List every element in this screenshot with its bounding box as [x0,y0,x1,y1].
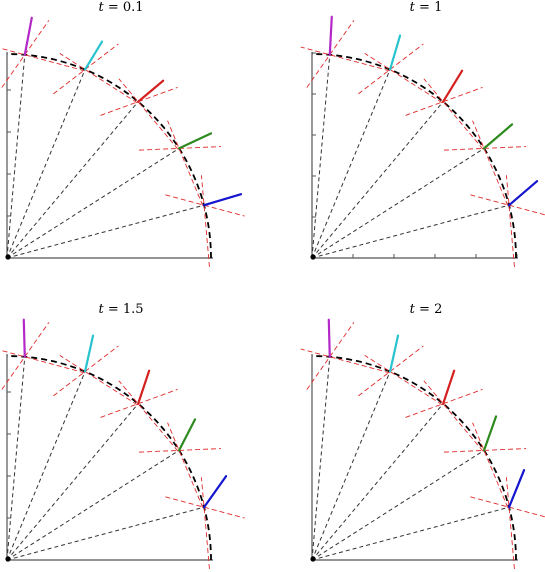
guide-line [423,380,484,452]
panel-title: t = 1.5 [98,302,144,317]
origin-dot [310,254,316,260]
vector-segment [23,16,33,56]
vector-segment [137,369,151,405]
dashed-arc [6,355,212,561]
ray-line [6,506,205,561]
guide-line [505,175,515,268]
vector-segment [177,132,213,150]
guide-line [0,349,85,374]
vector-segment [22,318,26,358]
ray-line [6,356,26,561]
panel-title: t = 2 [409,302,443,317]
panel-t-0-1: t = 0.1 [0,0,245,270]
ray-line [6,147,180,259]
ray-line [311,204,510,259]
vector-segment [388,34,402,71]
ray-line [6,69,86,259]
panel-t-1: t = 1 [300,0,545,270]
panel-figure [300,15,545,268]
panel-t-2: t = 2 [300,302,545,572]
ray-line [311,356,331,561]
guide-line [472,120,509,206]
origin-dot [310,556,316,562]
guide-line [167,120,204,206]
guide-line [118,78,179,150]
vector-segment [482,415,498,452]
vector-segment [328,15,333,56]
vector-segment [202,475,228,509]
dashed-arc [311,53,517,259]
guide-line [118,380,179,452]
ray-line [311,403,444,561]
guide-line [300,46,390,72]
vector-segment [327,318,331,358]
panel-figure [0,16,245,268]
vector-segment [482,123,514,150]
guide-line [59,355,138,406]
ray-line [6,101,139,259]
ray-line [311,69,391,259]
panel-t-1-5: t = 1.5 [0,302,245,572]
panel-title: t = 0.1 [98,0,144,15]
guide-line [505,477,515,570]
ray-line [6,403,139,561]
guide-line [423,78,484,150]
panel-title: t = 1 [409,0,443,15]
vector-segment [442,69,464,103]
ray-line [311,449,485,561]
guide-line [472,422,509,508]
vector-segment [202,193,243,207]
guide-line [300,348,390,374]
guide-line [167,422,204,508]
ray-line [6,54,26,259]
guide-line [364,355,443,406]
vector-segment [83,40,104,71]
dashed-arc [6,53,212,259]
vector-segment [388,334,400,373]
ray-line [311,54,331,259]
ray-line [311,147,485,259]
ray-line [311,371,391,561]
panel-figure [0,318,245,570]
ray-line [311,506,510,561]
guide-line [59,53,138,104]
vector-segment [83,334,95,373]
origin-dot [5,556,11,562]
ray-line [6,449,180,561]
panel-figure [300,318,545,570]
origin-dot [5,254,11,260]
guide-line [200,477,210,570]
guide-line [200,175,210,268]
guide-line [364,53,443,104]
vector-segment [507,469,526,509]
vector-segment [137,79,165,103]
guide-line [0,47,85,72]
vector-segment [177,418,197,452]
ray-line [6,371,86,561]
dashed-arc [311,355,517,561]
ray-line [6,204,205,259]
vector-segment [507,180,539,207]
vector-segment [442,369,456,405]
ray-line [311,101,444,259]
